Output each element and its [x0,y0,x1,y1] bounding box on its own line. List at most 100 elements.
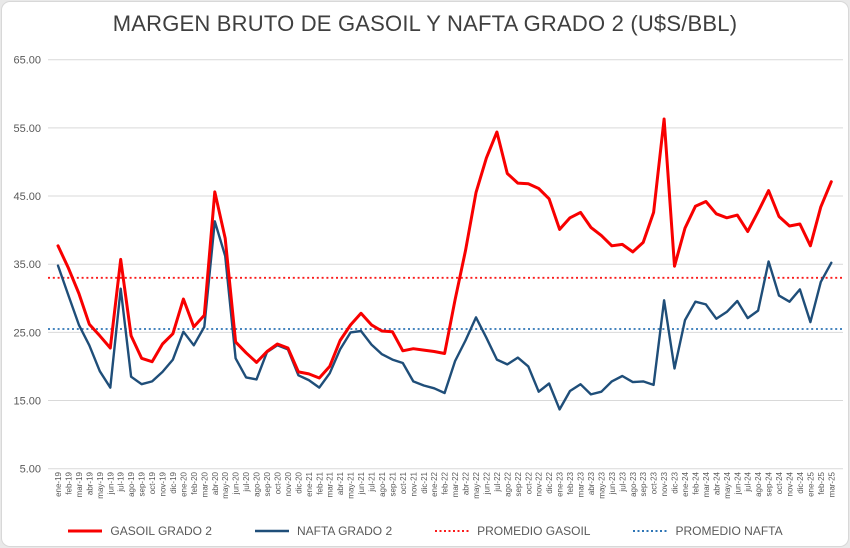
x-tick-label: abr-22 [462,471,471,495]
x-tick-label: dic-23 [671,471,680,493]
legend-label-nafta: NAFTA GRADO 2 [296,524,393,538]
x-tick-label: nov-21 [409,471,418,496]
x-tick-label: nov-24 [786,471,795,496]
x-tick-label: nov-22 [535,471,544,496]
x-tick-label: feb-23 [566,471,575,494]
x-tick-label: ene-22 [430,471,439,496]
x-tick-label: may-22 [472,471,481,498]
promedio-gasoil-dotted-swatch-icon [435,530,470,532]
x-tick-label: jul-23 [618,471,627,492]
x-tick-label: jun-24 [733,471,742,495]
x-tick-label: ago-21 [378,471,387,496]
x-tick-label: jun-19 [106,471,115,495]
chart-title: MARGEN BRUTO DE GASOIL Y NAFTA GRADO 2 (… [112,11,738,36]
x-tick-label: oct-20 [273,471,282,494]
x-tick-label: nov-20 [284,471,293,496]
x-tick-label: mar-19 [75,471,84,497]
x-tick-label: jul-22 [493,471,502,492]
x-tick-label: jun-21 [357,471,366,495]
x-tick-label: jul-20 [242,471,251,492]
x-tick-label: ene-24 [681,471,690,496]
x-tick-label: abr-20 [211,471,220,495]
x-tick-label: oct-22 [524,471,533,494]
x-tick-label: may-19 [96,471,105,498]
promedio-nafta-dotted-swatch-icon [633,530,668,532]
x-tick-label: nov-23 [660,471,669,496]
gridlines [48,59,843,470]
y-tick-label: 45.00 [13,191,41,203]
x-tick-label: oct-19 [148,471,157,494]
x-tick-label: mar-23 [577,471,586,497]
x-tick-label: dic-19 [169,471,178,493]
x-tick-label: sep-19 [138,471,147,496]
y-tick-label: 55.00 [13,123,41,135]
x-tick-label: feb-20 [190,471,199,494]
y-tick-label: 15.00 [13,396,41,408]
x-tick-label: may-24 [723,471,732,498]
x-tick-label: feb-25 [817,471,826,494]
y-tick-label: 35.00 [13,259,41,271]
y-tick-label: 65.00 [13,55,41,67]
x-tick-label: sep-20 [263,471,272,496]
legend-item-promedio-nafta: PROMEDIO NAFTA [632,524,783,538]
x-tick-label: abr-21 [336,471,345,495]
legend-label-promedio-nafta: PROMEDIO NAFTA [675,524,783,538]
x-tick-label: dic-22 [545,471,554,493]
gasoil-grado-2-line [56,117,833,380]
legend-label-gasoil: GASOIL GRADO 2 [110,524,212,538]
x-tick-label: oct-23 [650,471,659,494]
x-tick-label: ago-23 [629,471,638,496]
x-tick-label: sep-21 [388,471,397,496]
x-tick-label: jun-22 [482,471,491,495]
x-tick-label: dic-24 [796,471,805,493]
x-tick-label: abr-23 [587,471,596,495]
x-tick-label: nov-19 [159,471,168,496]
x-tick-label: dic-20 [294,471,303,493]
x-tick-label: may-23 [597,471,606,498]
x-tick-label: oct-24 [775,471,784,494]
legend-label-promedio-gasoil: PROMEDIO GASOIL [477,524,591,538]
legend: GASOIL GRADO 2 NAFTA GRADO 2 PROMEDIO GA… [2,524,848,538]
x-tick-label: may-20 [221,471,230,498]
x-tick-label: ene-25 [806,471,815,496]
x-tick-label: feb-21 [315,471,324,494]
x-tick-label: jul-21 [368,471,377,492]
x-tick-label: oct-21 [399,471,408,494]
legend-item-nafta: NAFTA GRADO 2 [254,524,392,538]
x-tick-label: mar-20 [200,471,209,497]
x-tick-label: feb-22 [441,471,450,494]
x-tick-label: ene-20 [179,471,188,496]
x-tick-label: ago-22 [503,471,512,496]
nafta-line-swatch-icon [254,529,289,533]
x-tick-label: abr-24 [712,471,721,495]
x-tick-label: ago-19 [127,471,136,496]
y-tick-label: 5.00 [20,464,41,476]
y-axis-labels: 65.00 55.00 45.00 35.00 25.00 15.00 5.00 [13,55,41,476]
x-tick-label: feb-24 [691,471,700,494]
legend-item-promedio-gasoil: PROMEDIO GASOIL [434,524,590,538]
x-tick-label: ene-23 [556,471,565,496]
x-tick-label: mar-25 [827,471,836,497]
x-tick-label: abr-19 [85,471,94,495]
legend-item-gasoil: GASOIL GRADO 2 [67,524,212,538]
x-tick-label: ago-24 [754,471,763,496]
x-tick-label: mar-21 [326,471,335,497]
x-tick-label: sep-23 [639,471,648,496]
x-tick-label: ago-20 [253,471,262,496]
x-tick-label: sep-22 [514,471,523,496]
x-tick-label: jun-20 [232,471,241,495]
nafta-grado-2-line [56,220,833,411]
x-tick-label: ene-19 [54,471,63,496]
gasoil-line-swatch-icon [68,529,103,533]
x-tick-label: sep-24 [765,471,774,496]
x-tick-label: ene-21 [305,471,314,496]
x-tick-label: may-21 [347,471,356,498]
x-tick-label: jul-24 [744,471,753,492]
x-tick-label: jul-19 [117,471,126,492]
x-tick-label: feb-19 [65,471,74,494]
x-tick-label: mar-22 [451,471,460,497]
x-tick-label: jun-23 [608,471,617,495]
